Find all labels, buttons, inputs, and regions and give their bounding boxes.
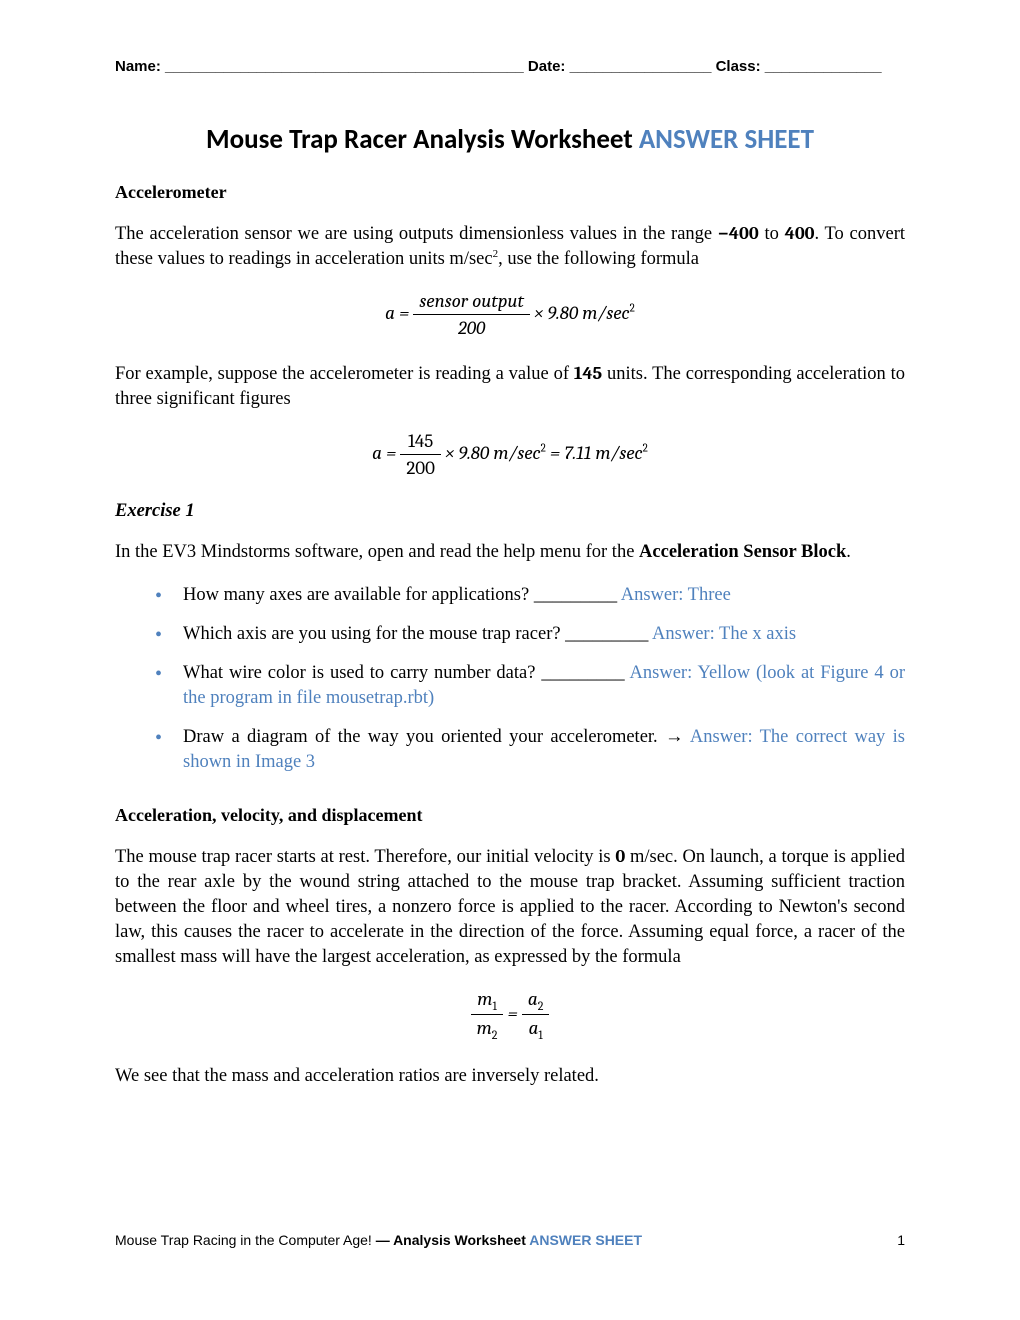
f1-lhs: a = — [385, 302, 413, 324]
accel-p1d: , use the following formula — [498, 249, 699, 269]
s2-pa: The mouse trap racer starts at rest. The… — [115, 847, 615, 867]
f3-nl: m — [477, 988, 492, 1010]
question-list: How many axes are available for applicat… — [115, 583, 905, 775]
accelerometer-heading: Accelerometer — [115, 182, 905, 203]
f2-den: 200 — [400, 455, 441, 479]
accel-para2: For example, suppose the accelerometer i… — [115, 361, 905, 412]
page-title: Mouse Trap Racer Analysis Worksheet ANSW… — [115, 123, 905, 156]
formula-1: a = sensor output200 × 9.80 m/sec2 — [115, 290, 905, 339]
list-item: How many axes are available for applicat… — [155, 583, 905, 608]
f3-s2: 2 — [492, 1028, 498, 1042]
f3-s3: 2 — [538, 998, 544, 1012]
f2-lhs: a = — [372, 442, 400, 464]
date-field: Date: _________________ — [528, 58, 712, 75]
f3-dl: m — [477, 1017, 492, 1039]
ft-answer: ANSWER SHEET — [529, 1232, 642, 1248]
q2-answer: Answer: The x axis — [652, 624, 796, 644]
f3-nr: a — [528, 988, 538, 1010]
ex1-ibold: Acceleration Sensor Block — [639, 542, 846, 562]
ex1-ib: . — [846, 542, 851, 562]
q1-answer: Answer: Three — [621, 585, 731, 605]
f2-rhs: × 9.80 m/sec — [441, 442, 541, 464]
ft-bold: — Analysis Worksheet — [376, 1232, 530, 1248]
title-main: Mouse Trap Racer Analysis Worksheet — [206, 123, 639, 156]
list-item: What wire color is used to carry number … — [155, 661, 905, 711]
class-field: Class: ______________ — [716, 58, 882, 75]
q1-text: How many axes are available for applicat… — [183, 585, 621, 605]
footer-text: Mouse Trap Racing in the Computer Age! —… — [115, 1232, 642, 1248]
f3-dr: a — [529, 1017, 539, 1039]
accel-p1a: The acceleration sensor we are using out… — [115, 224, 718, 244]
range-min: −400 — [718, 222, 759, 244]
ex1-ia: In the EV3 Mindstorms software, open and… — [115, 542, 639, 562]
section2-heading: Acceleration, velocity, and displacement — [115, 805, 905, 826]
f3-eq: = — [503, 1002, 521, 1024]
f1-den: 200 — [413, 315, 530, 339]
ft-a: Mouse Trap Racing in the Computer Age! — [115, 1232, 376, 1248]
f1-rhs: × 9.80 m/sec — [530, 302, 630, 324]
zero-val: 0 — [615, 845, 625, 867]
accel-para1: The acceleration sensor we are using out… — [115, 221, 905, 272]
f3-s4: 1 — [538, 1028, 542, 1042]
exercise1-intro: In the EV3 Mindstorms software, open and… — [115, 540, 905, 565]
list-item: Which axis are you using for the mouse t… — [155, 622, 905, 647]
q4-text: Draw a diagram of the way you oriented y… — [183, 727, 690, 747]
f2-eq: = 7.11 m/sec — [546, 442, 643, 464]
exercise1-heading: Exercise 1 — [115, 501, 905, 522]
accel-p1b: to — [759, 224, 785, 244]
f3-s1: 1 — [492, 998, 496, 1012]
f2-num: 145 — [400, 430, 441, 455]
title-answer: ANSWER SHEET — [639, 123, 814, 156]
header-line: Name: __________________________________… — [115, 58, 905, 75]
formula-2: a = 145200 × 9.80 m/sec2 = 7.11 m/sec2 — [115, 430, 905, 479]
q3-text: What wire color is used to carry number … — [183, 663, 630, 683]
name-field: Name: __________________________________… — [115, 58, 524, 75]
q2-text: Which axis are you using for the mouse t… — [183, 624, 652, 644]
list-item: Draw a diagram of the way you oriented y… — [155, 725, 905, 775]
formula-3: m1m2 = a2a1 — [115, 988, 905, 1043]
range-max: 400 — [785, 222, 815, 244]
section2-para: The mouse trap racer starts at rest. The… — [115, 844, 905, 970]
page-footer: Mouse Trap Racing in the Computer Age! —… — [115, 1232, 905, 1248]
page-number: 1 — [897, 1232, 905, 1248]
f1-num: sensor output — [413, 290, 530, 315]
accel-p2a: For example, suppose the accelerometer i… — [115, 364, 574, 384]
section2-closing: We see that the mass and acceleration ra… — [115, 1064, 905, 1089]
example-val: 145 — [574, 362, 602, 384]
